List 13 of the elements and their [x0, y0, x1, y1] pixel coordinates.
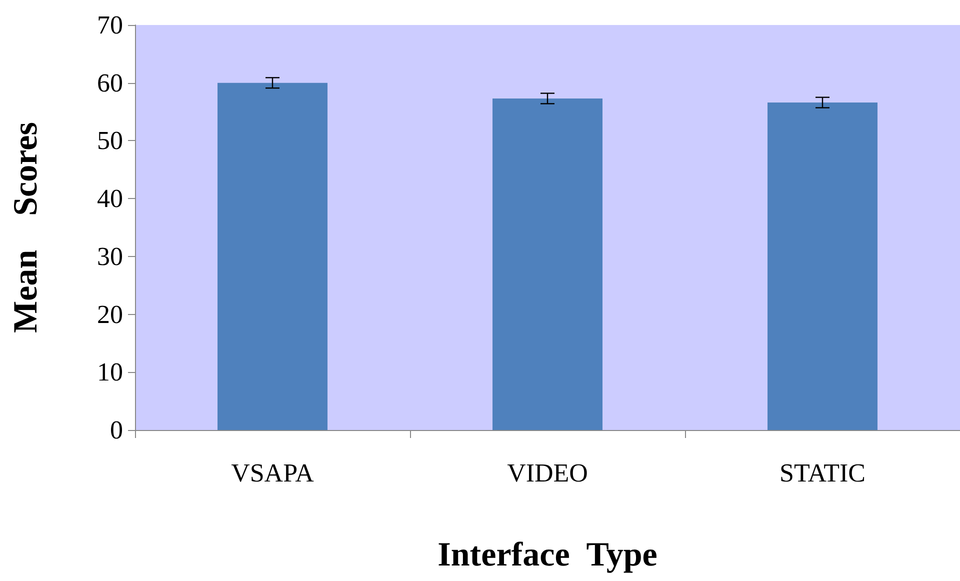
x-axis-title: Interface Type: [438, 536, 658, 574]
y-tick-label: 10: [97, 358, 123, 387]
x-tick-label: VSAPA: [231, 458, 314, 488]
y-tick-label: 40: [97, 184, 123, 214]
y-tick-label: 60: [97, 68, 123, 98]
y-tick-label: 50: [97, 126, 123, 156]
x-tick-label: VIDEO: [507, 458, 588, 488]
y-tick-label: 0: [110, 416, 123, 444]
x-tick-label: STATIC: [779, 458, 866, 488]
y-tick-label: 20: [97, 300, 123, 329]
y-axis-title: Mean Scores: [8, 122, 44, 333]
y-tick-label: 70: [97, 10, 123, 40]
y-tick-label: 30: [97, 242, 123, 271]
